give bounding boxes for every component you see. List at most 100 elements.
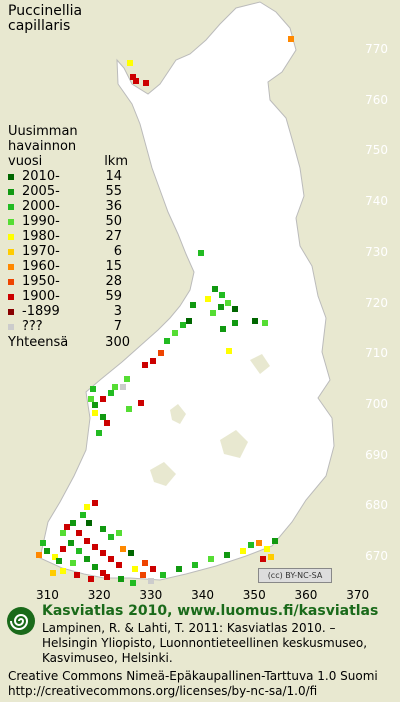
y-axis-label: 720 [365, 295, 388, 310]
legend-swatch [8, 218, 14, 225]
legend-year-label: 2005- [22, 184, 60, 199]
observation-square [92, 402, 98, 408]
observation-square [84, 538, 90, 544]
observation-square [60, 530, 66, 536]
observation-square [112, 384, 118, 390]
legend-row: 1900- 59 [8, 289, 130, 304]
observation-square [108, 556, 114, 562]
x-axis-label: 330 [139, 588, 163, 602]
legend-year-label: 1900- [22, 289, 60, 304]
observation-square [262, 320, 268, 326]
legend-count: 55 [105, 184, 122, 199]
observation-square [272, 538, 278, 544]
observation-squares [36, 36, 294, 586]
legend-row: 1990- 50 [8, 214, 130, 229]
observation-square [190, 302, 196, 308]
observation-square [68, 540, 74, 546]
observation-square [268, 554, 274, 560]
legend-swatch [8, 293, 14, 300]
y-axis-label: 770 [365, 42, 388, 56]
observation-square [186, 318, 192, 324]
observation-square [108, 534, 114, 540]
observation-square [208, 556, 214, 562]
observation-square [88, 576, 94, 582]
legend-row: -1899 3 [8, 304, 130, 319]
legend-year-label: ??? [22, 319, 43, 334]
observation-square [140, 572, 146, 578]
observation-square [150, 566, 156, 572]
observation-square [100, 550, 106, 556]
species-epithet: capillaris [8, 18, 71, 34]
observation-square [104, 574, 110, 580]
legend-count: 50 [105, 214, 122, 229]
observation-square [50, 570, 56, 576]
footer-citation: Lampinen, R. & Lahti, T. 2011: Kasviatla… [42, 621, 397, 666]
legend-count: 15 [105, 259, 122, 274]
observation-square [84, 556, 90, 562]
observation-square [220, 326, 226, 332]
observation-square [240, 548, 246, 554]
legend-year-label: -1899 [22, 304, 60, 319]
footer-title[interactable]: Kasviatlas 2010, www.luomus.fi/kasviatla… [42, 603, 379, 619]
legend-year-label: 1990- [22, 214, 60, 229]
observation-square [225, 300, 231, 306]
observation-square [192, 562, 198, 568]
observation-square [108, 390, 114, 396]
observation-square [130, 74, 136, 80]
observation-square [100, 570, 106, 576]
observation-square [100, 526, 106, 532]
observation-square [120, 384, 126, 390]
citation-line-1: Lampinen, R. & Lahti, T. 2011: Kasviatla… [42, 621, 336, 635]
y-axis-label: 670 [365, 549, 388, 563]
observation-square [224, 552, 230, 558]
observation-square [36, 552, 42, 558]
legend-row: ??? 7 [8, 319, 130, 334]
observation-square [40, 540, 46, 546]
observation-square [164, 338, 170, 344]
species-name: Puccinellia capillaris [8, 4, 82, 34]
legend-swatch [8, 308, 14, 315]
observation-square [198, 250, 204, 256]
observation-square [64, 524, 70, 530]
observation-square [70, 520, 76, 526]
observation-square [248, 542, 254, 548]
license-line-1: Creative Commons Nimeä-Epäkaupallinen-Ta… [8, 669, 378, 683]
observation-square [44, 548, 50, 554]
observation-square [142, 560, 148, 566]
observation-square [104, 420, 110, 426]
cc-license-badge[interactable]: (cc) BY-NC-SA [258, 568, 332, 583]
observation-square [133, 78, 139, 84]
observation-square [90, 386, 96, 392]
legend-count: 27 [105, 229, 122, 244]
observation-square [127, 60, 133, 66]
observation-square [52, 554, 58, 560]
observation-square [100, 414, 106, 420]
legend-swatch [8, 233, 14, 240]
citation-line-3: Kasvimuseo, Helsinki. [42, 651, 173, 665]
observation-square [128, 550, 134, 556]
lake-3 [150, 462, 176, 486]
legend-year-label: 1950- [22, 274, 60, 289]
legend-header-1: Uusimman [8, 124, 78, 139]
observation-square [260, 556, 266, 562]
legend-swatch [8, 248, 14, 255]
legend-rows: 2010- 14 2005- 55 2000- 36 1990- 50 1980- 27 1970-… [8, 169, 130, 334]
observation-square [232, 306, 238, 312]
observation-square [210, 310, 216, 316]
legend-row: 1970- 6 [8, 244, 130, 259]
x-axis-label: 340 [191, 588, 214, 602]
license-line-2[interactable]: http://creativecommons.org/licenses/by-n… [8, 684, 318, 698]
observation-square [226, 348, 232, 354]
map-area: Puccinellia capillaris Uusimman havainno… [8, 1, 388, 602]
y-axis-label: 690 [365, 447, 388, 462]
observation-square [150, 358, 156, 364]
legend-col-count: lkm [104, 154, 128, 169]
citation-line-2: Helsingin Yliopisto, Luonnontieteellinen… [42, 636, 368, 650]
legend-swatch [8, 173, 14, 180]
observation-square [143, 80, 149, 86]
observation-square [160, 572, 166, 578]
observation-square [74, 572, 80, 578]
observation-square [88, 396, 94, 402]
observation-square [92, 544, 98, 550]
legend-row: 1980- 27 [8, 229, 130, 244]
